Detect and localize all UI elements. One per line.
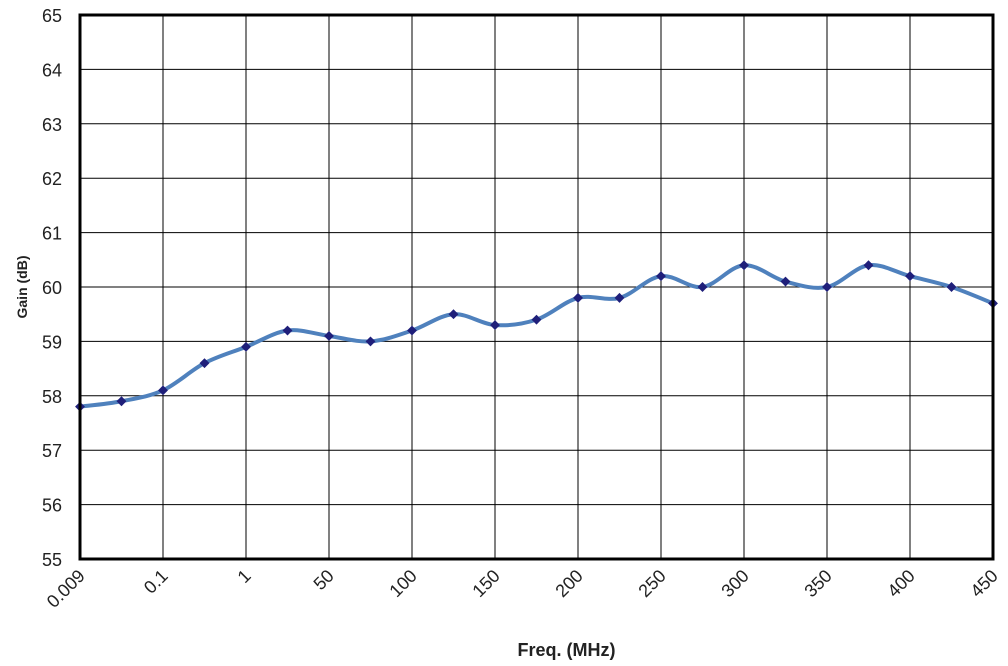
x-tick-label: 450 xyxy=(966,566,1001,601)
data-point xyxy=(116,396,127,407)
x-tick-label: 0.009 xyxy=(43,566,89,612)
y-tick-label: 62 xyxy=(42,169,62,189)
data-point xyxy=(614,292,625,303)
data-point xyxy=(365,336,376,347)
y-tick-label: 58 xyxy=(42,387,62,407)
y-tick-label: 64 xyxy=(42,60,62,80)
data-point xyxy=(199,358,210,369)
x-tick-label: 200 xyxy=(551,566,586,601)
x-tick-label: 100 xyxy=(385,566,420,601)
y-tick-label: 59 xyxy=(42,332,62,352)
x-tick-label: 1 xyxy=(234,566,255,587)
y-tick-label: 56 xyxy=(42,496,62,516)
data-point xyxy=(863,260,874,271)
x-tick-label: 300 xyxy=(717,566,752,601)
data-point xyxy=(241,341,251,352)
y-tick-label: 55 xyxy=(42,550,62,570)
y-tick-label: 63 xyxy=(42,115,62,135)
x-tick-labels: 0.009 0.1 1 50 100 150 200 250 300 350 400 450 xyxy=(43,566,1002,612)
series-group xyxy=(75,260,998,412)
data-point xyxy=(490,320,500,331)
data-point xyxy=(739,260,749,271)
series-line xyxy=(79,263,994,409)
y-tick-label: 61 xyxy=(42,224,62,244)
plot-area-frame xyxy=(78,13,995,561)
x-tick-label: 400 xyxy=(883,566,918,601)
data-point xyxy=(697,282,708,292)
data-point xyxy=(946,282,957,292)
data-point xyxy=(448,309,459,320)
y-tick-label: 60 xyxy=(42,278,62,298)
y-tick-labels: 55 56 57 58 59 60 61 62 63 64 65 xyxy=(42,6,62,570)
data-point xyxy=(780,276,791,287)
data-point xyxy=(573,292,583,303)
y-tick-label: 57 xyxy=(42,441,62,461)
grid xyxy=(79,14,994,560)
data-point xyxy=(324,331,334,341)
x-tick-label: 150 xyxy=(468,566,503,601)
data-point xyxy=(656,271,666,282)
x-tick-label: 250 xyxy=(634,566,669,601)
data-point xyxy=(822,282,832,292)
y-tick-label: 65 xyxy=(42,6,62,26)
x-tick-label: 350 xyxy=(800,566,835,601)
data-point xyxy=(905,271,915,282)
data-point xyxy=(282,325,293,336)
x-tick-label: 0.1 xyxy=(140,566,172,598)
data-point xyxy=(158,385,168,396)
x-axis-label: Freq. (MHz) xyxy=(518,640,616,660)
data-point xyxy=(531,314,542,325)
data-point xyxy=(407,325,417,336)
y-axis-label: Gain (dB) xyxy=(14,256,30,319)
x-tick-label: 50 xyxy=(310,566,338,594)
